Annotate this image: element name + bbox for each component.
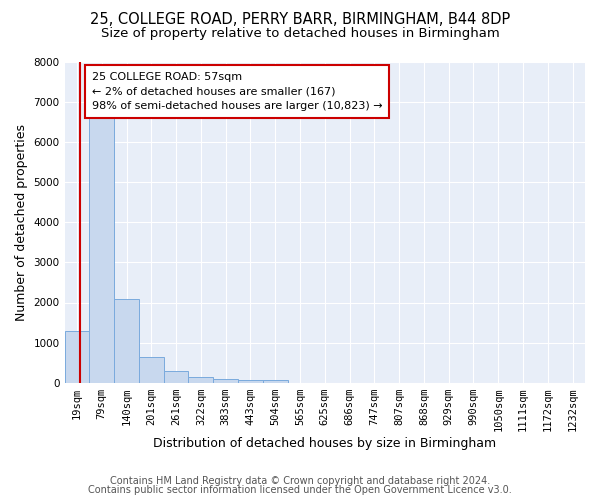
Text: Size of property relative to detached houses in Birmingham: Size of property relative to detached ho… xyxy=(101,28,499,40)
Bar xyxy=(65,330,89,383)
Bar xyxy=(139,356,164,383)
Y-axis label: Number of detached properties: Number of detached properties xyxy=(15,124,28,320)
Bar xyxy=(89,118,114,383)
Text: Contains HM Land Registry data © Crown copyright and database right 2024.: Contains HM Land Registry data © Crown c… xyxy=(110,476,490,486)
Bar xyxy=(114,300,139,383)
Bar xyxy=(164,371,188,383)
Bar xyxy=(213,379,238,383)
Bar xyxy=(188,377,213,383)
Bar xyxy=(263,380,287,383)
X-axis label: Distribution of detached houses by size in Birmingham: Distribution of detached houses by size … xyxy=(153,437,496,450)
Text: Contains public sector information licensed under the Open Government Licence v3: Contains public sector information licen… xyxy=(88,485,512,495)
Text: 25, COLLEGE ROAD, PERRY BARR, BIRMINGHAM, B44 8DP: 25, COLLEGE ROAD, PERRY BARR, BIRMINGHAM… xyxy=(90,12,510,28)
Text: 25 COLLEGE ROAD: 57sqm
← 2% of detached houses are smaller (167)
98% of semi-det: 25 COLLEGE ROAD: 57sqm ← 2% of detached … xyxy=(92,72,382,111)
Bar xyxy=(238,380,263,383)
